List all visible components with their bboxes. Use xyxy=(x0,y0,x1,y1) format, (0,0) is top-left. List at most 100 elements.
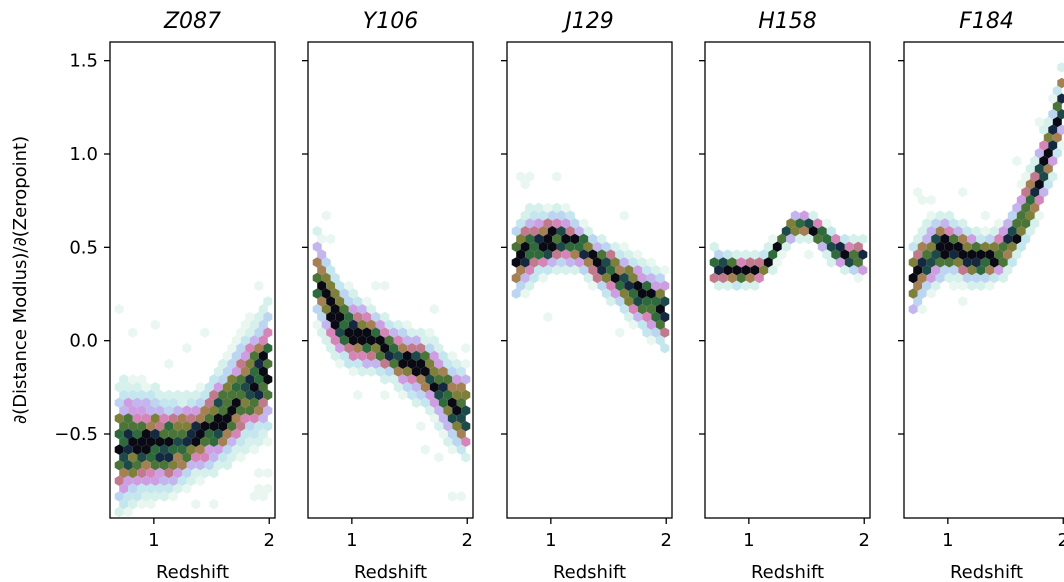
hexbin-cell xyxy=(998,241,1008,252)
hexbin-cell xyxy=(520,226,530,237)
hexbin-cell xyxy=(447,397,457,408)
hexbin-cell xyxy=(642,327,652,338)
hexbin-cell xyxy=(588,265,598,276)
hexbin-cell xyxy=(398,358,408,369)
hexbin-cell xyxy=(159,428,169,440)
hexbin-cell xyxy=(822,218,832,229)
hexbin-cell xyxy=(254,405,264,416)
hexbin-cell xyxy=(935,272,945,284)
hexbin-cell xyxy=(443,389,453,401)
hexbin-cell xyxy=(917,272,927,284)
x-tick-label: 1 xyxy=(743,530,754,551)
hexbin-cell xyxy=(917,288,927,299)
hexbin-cell xyxy=(538,272,548,284)
hexbin-cell xyxy=(949,233,959,245)
hexbin-cell xyxy=(520,272,530,284)
hexbin-cell xyxy=(745,272,755,284)
hexbin-cell xyxy=(552,265,562,276)
hexbin-cell xyxy=(240,366,250,377)
hexbin-cell xyxy=(1021,187,1031,198)
hexbin-cell xyxy=(520,179,530,190)
hexbin-cell xyxy=(619,304,629,315)
hexbin-cell xyxy=(962,226,972,237)
hexbin-cell xyxy=(813,233,823,245)
hexbin-cell xyxy=(714,280,724,291)
hexbin-cell xyxy=(164,467,174,479)
hexbin-cell xyxy=(348,366,358,377)
hexbin-cell xyxy=(123,506,133,518)
hexbin-cell xyxy=(944,241,954,252)
hexbin-cell xyxy=(150,382,160,393)
hexbin-cell xyxy=(119,483,129,494)
hexbin-cell xyxy=(922,249,932,260)
hexbin-cell xyxy=(588,280,598,291)
hexbin-cell xyxy=(353,296,363,307)
hexbin-cell xyxy=(222,428,232,440)
hexbin-cell xyxy=(195,444,205,455)
hexbin-cell xyxy=(146,467,156,479)
hexbin-cell xyxy=(258,382,268,393)
hexbin-cell xyxy=(312,304,322,315)
hexbin-cell xyxy=(123,460,133,471)
hexbin-cell xyxy=(137,467,147,479)
hexbin-cell xyxy=(723,265,733,276)
hexbin-cell xyxy=(407,374,417,385)
hexbin-cell xyxy=(655,272,665,284)
hexbin-cell xyxy=(516,249,526,260)
hexbin-cell xyxy=(1039,171,1049,182)
hexbin-cell xyxy=(357,304,367,315)
hexbin-cell xyxy=(538,226,548,237)
hexbin-cell xyxy=(227,452,237,463)
hexbin-cell xyxy=(543,202,553,213)
hexbin-cell xyxy=(330,350,340,362)
hexbin-cell xyxy=(456,382,466,393)
hexbin-cell xyxy=(583,226,593,237)
hexbin-cell xyxy=(651,311,661,323)
hexbin-cell xyxy=(177,428,187,440)
hexbin-cell xyxy=(940,249,950,260)
hexbin-cell xyxy=(348,304,358,315)
hexbin-cell xyxy=(931,280,941,291)
hexbin-cell xyxy=(227,421,237,432)
hexbin-cell xyxy=(637,304,647,315)
hexbin-cell xyxy=(786,218,796,229)
hexbin-cell xyxy=(245,327,255,338)
hexbin-cell xyxy=(447,444,457,455)
hexbin-cell xyxy=(655,304,665,315)
hexbin-cell xyxy=(258,366,268,377)
hexbin-cell xyxy=(168,475,178,486)
hexbin-cell xyxy=(371,311,381,323)
hexbin-cell xyxy=(389,358,399,369)
hexbin-cell xyxy=(935,241,945,252)
hexbin-cell xyxy=(610,288,620,299)
hexbin-cell xyxy=(182,483,192,494)
hexbin-cell xyxy=(344,311,354,323)
hexbin-cell xyxy=(335,343,345,354)
hexbin-cell xyxy=(543,249,553,260)
hexbin-cell xyxy=(438,413,448,424)
hexbin-cell xyxy=(362,358,372,369)
hexbin-cell xyxy=(610,257,620,268)
hexbin-cell xyxy=(511,288,521,299)
hexbin-cell xyxy=(371,343,381,354)
hexbin-cell xyxy=(312,226,322,237)
hexbin-cell xyxy=(411,335,421,346)
hexbin-cell xyxy=(799,226,809,237)
hexbin-cell xyxy=(402,319,412,330)
hexbin-cell xyxy=(1034,116,1044,128)
hexbin-cell xyxy=(633,249,643,260)
hexbin-cell xyxy=(763,257,773,268)
hexbin-cell xyxy=(1043,179,1053,190)
hexbin-cell xyxy=(601,257,611,268)
hexbin-cell xyxy=(949,265,959,276)
hexbin-cell xyxy=(128,327,138,338)
hexbin-cell xyxy=(366,366,376,377)
hexbin-cell xyxy=(321,257,331,268)
hexbin-cell xyxy=(1030,171,1040,182)
hexbin-cell xyxy=(1034,163,1044,174)
hexbin-cell xyxy=(209,405,219,416)
hexbin-cell xyxy=(637,272,647,284)
hexbin-cell xyxy=(651,296,661,307)
hexbin-cell xyxy=(976,233,986,245)
hexbin-cell xyxy=(438,397,448,408)
